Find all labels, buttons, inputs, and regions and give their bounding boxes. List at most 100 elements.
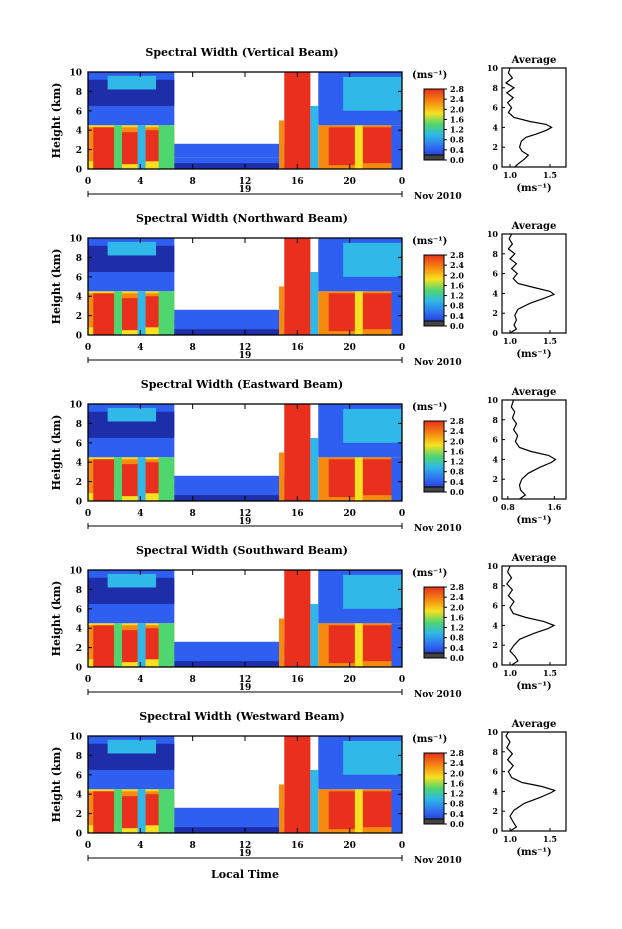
y-tick-label: 2 (76, 312, 82, 322)
heatmap-cell (122, 132, 138, 165)
heatmap-cell (279, 120, 285, 169)
heatmap-cell (107, 573, 157, 588)
profile-x-tick-label: 1.0 (503, 336, 517, 346)
month-label: Nov 2010 (414, 192, 462, 202)
heatmap-cell (114, 291, 123, 335)
profile-y-tick-label: 0 (492, 494, 498, 504)
profile-x-label: (ms⁻¹) (516, 681, 551, 692)
x-tick-label: 20 (343, 841, 356, 851)
y-axis-label: Height (km) (50, 747, 63, 823)
y-tick-label: 8 (76, 88, 82, 98)
x-tick-label: 16 (291, 675, 304, 685)
x-tick-label: 0 (85, 509, 91, 519)
heatmap-cell (107, 75, 157, 90)
profile-frame (501, 67, 567, 168)
colorbar-unit: (ms⁻¹) (412, 236, 447, 247)
colorbar (423, 752, 445, 825)
heatmap-cell (145, 296, 159, 328)
x-tick-label: 8 (190, 177, 196, 187)
y-axis-label: Height (km) (50, 83, 63, 159)
heatmap-cell (310, 603, 319, 667)
colorbar-tick-label: 2.8 (450, 84, 464, 94)
x-tick-label: 0 (399, 509, 405, 519)
profile-x-tick-label: 1.0 (503, 668, 517, 678)
profile-title: Average (511, 387, 557, 398)
profile-frame (501, 565, 567, 666)
heatmap-cell (174, 475, 285, 490)
heatmap-cell (310, 271, 319, 335)
x-tick-label: 0 (399, 177, 405, 187)
colorbar-tick-label: 2.4 (450, 758, 464, 768)
y-tick-label: 0 (76, 332, 82, 342)
heatmap-cell (354, 789, 363, 833)
month-label: Nov 2010 (414, 856, 462, 866)
heatmap-cell (391, 125, 402, 169)
heatmap-cell (174, 661, 285, 667)
heatmap-cell (343, 408, 402, 443)
panel-2: Spectral Width (Northward Beam) 0 2 4 6 8 10 He… (50, 212, 567, 368)
panel-5: Spectral Width (Westward Beam) 0 2 4 6 8 10 Hei… (50, 710, 567, 866)
colorbar-tick-label: 1.6 (450, 446, 464, 456)
y-tick-label: 8 (76, 586, 82, 596)
y-tick-label: 2 (76, 644, 82, 654)
colorbar-tick-label: 2.8 (450, 250, 464, 260)
day-label: 19 (239, 517, 252, 527)
heatmap-cell (114, 789, 123, 833)
heatmap-cell (354, 291, 363, 335)
heatmap-cell (328, 459, 355, 498)
heatmap-cell (107, 241, 157, 256)
heatmap-cell (284, 736, 311, 833)
colorbar-tick-label: 0.0 (450, 487, 464, 497)
x-tick-label: 8 (190, 343, 196, 353)
colorbar-unit: (ms⁻¹) (412, 402, 447, 413)
panel-title: Spectral Width (Southward Beam) (136, 544, 348, 557)
heatmap-cell (343, 242, 402, 277)
day-label: 19 (239, 351, 252, 361)
heatmap-cell (310, 105, 319, 169)
profile-y-tick-label: 4 (492, 288, 498, 298)
heatmap-cell (145, 130, 159, 162)
profile-y-tick-label: 8 (492, 83, 498, 93)
profile-x-tick-label: 1.5 (543, 336, 557, 346)
heatmap-cell (279, 452, 285, 501)
x-tick-label: 0 (85, 675, 91, 685)
colorbar-tick-label: 0.4 (450, 311, 464, 321)
x-tick-label: 8 (190, 509, 196, 519)
x-tick-label: 12 (239, 675, 252, 685)
profile-title: Average (511, 553, 557, 564)
colorbar-tick-label: 1.2 (450, 125, 464, 135)
profile-x-tick-label: 1.0 (503, 834, 517, 844)
y-tick-label: 10 (69, 733, 82, 743)
heatmap-cell (158, 789, 175, 833)
colorbar-unit: (ms⁻¹) (412, 70, 447, 81)
heatmap-cell (284, 72, 311, 169)
heatmap-cell (279, 286, 285, 335)
profile-line (504, 67, 553, 168)
y-tick-label: 8 (76, 254, 82, 264)
y-tick-label: 10 (69, 567, 82, 577)
profile-title: Average (511, 55, 557, 66)
month-label: Nov 2010 (414, 690, 462, 700)
colorbar (423, 586, 445, 659)
profile-frame (501, 399, 567, 500)
heatmap-cell (391, 623, 402, 667)
profile-y-tick-label: 10 (487, 229, 499, 239)
x-tick-label: 12 (239, 841, 252, 851)
heatmap-cell (114, 623, 123, 667)
day-label: 19 (239, 185, 252, 195)
heatmap (88, 238, 402, 335)
profile-x-tick-label: 0.8 (501, 502, 515, 512)
y-tick-label: 8 (76, 420, 82, 430)
heatmap-cell (284, 570, 311, 667)
colorbar-floor (423, 818, 445, 825)
colorbar-tick-label: 2.4 (450, 592, 464, 602)
panel-title: Spectral Width (Eastward Beam) (141, 378, 343, 391)
profile-x-tick-label: 1.0 (503, 170, 517, 180)
colorbar-tick-label: 0.8 (450, 301, 464, 311)
x-tick-label: 12 (239, 343, 252, 353)
month-label: Nov 2010 (414, 358, 462, 368)
heatmap-cell (279, 784, 285, 833)
heatmap-cell (93, 293, 115, 335)
heatmap-cell (354, 623, 363, 667)
heatmap-cell (137, 457, 146, 501)
